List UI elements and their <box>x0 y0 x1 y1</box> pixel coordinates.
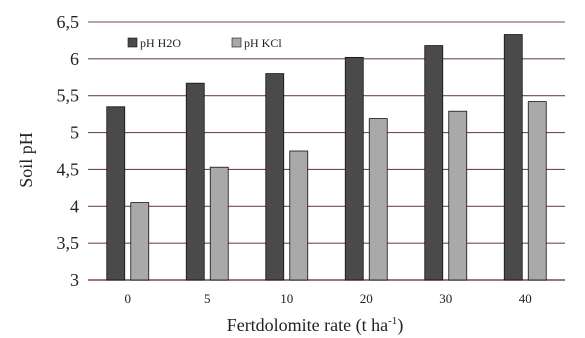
bar-ph-h2o-20 <box>344 56 364 281</box>
bar-ph-kcl-40 <box>527 101 547 281</box>
y-tick-label: 6 <box>70 49 79 69</box>
y-tick-label: 6,5 <box>57 12 80 32</box>
y-axis-title: Soil pH <box>16 132 36 188</box>
x-tick-label: 20 <box>360 291 373 306</box>
y-tick-label: 3,5 <box>57 233 80 253</box>
y-tick-label: 4,5 <box>57 159 80 179</box>
legend-swatch-ph-h2o <box>127 37 138 48</box>
x-axis-title-main: Fertdolomite rate (t ha <box>227 315 388 336</box>
x-axis-title: Fertdolomite rate (t ha-1) <box>227 315 404 336</box>
x-tick-label: 10 <box>280 291 293 306</box>
bar-ph-h2o-30 <box>424 45 444 281</box>
y-tick-label: 3 <box>70 270 79 290</box>
bar-ph-kcl-10 <box>289 150 309 281</box>
y-tick-label: 5,5 <box>57 86 80 106</box>
legend-label-ph-h2o: pH H2O <box>140 36 181 50</box>
x-axis-title-sup: -1 <box>388 315 397 327</box>
y-tick-label: 4 <box>70 196 79 216</box>
bar-ph-kcl-0 <box>130 202 150 281</box>
y-tick-label: 5 <box>70 123 79 143</box>
bar-ph-kcl-30 <box>448 110 468 281</box>
legend-label-ph-kcl: pH KCl <box>244 36 282 50</box>
bar-ph-kcl-5 <box>209 166 229 281</box>
x-tick-label: 5 <box>204 291 211 306</box>
bar-ph-h2o-5 <box>185 82 205 281</box>
gridlines <box>88 21 565 281</box>
legend-swatch-ph-kcl <box>231 37 242 48</box>
x-tick-label: 0 <box>125 291 132 306</box>
y-tick-labels: 3 3,5 4 4,5 5 5,5 6 6,5 <box>57 12 80 290</box>
bars <box>106 34 547 281</box>
x-tick-label: 40 <box>519 291 532 306</box>
bar-ph-h2o-10 <box>265 73 285 281</box>
bar-ph-h2o-40 <box>503 34 523 281</box>
x-tick-label: 30 <box>439 291 452 306</box>
x-tick-labels: 0 5 10 20 30 40 <box>125 291 532 306</box>
bar-ph-h2o-0 <box>106 106 126 281</box>
bar-ph-kcl-20 <box>368 118 388 281</box>
legend: pH H2O pH KCl <box>127 36 282 50</box>
x-axis-title-end: ) <box>397 315 403 336</box>
